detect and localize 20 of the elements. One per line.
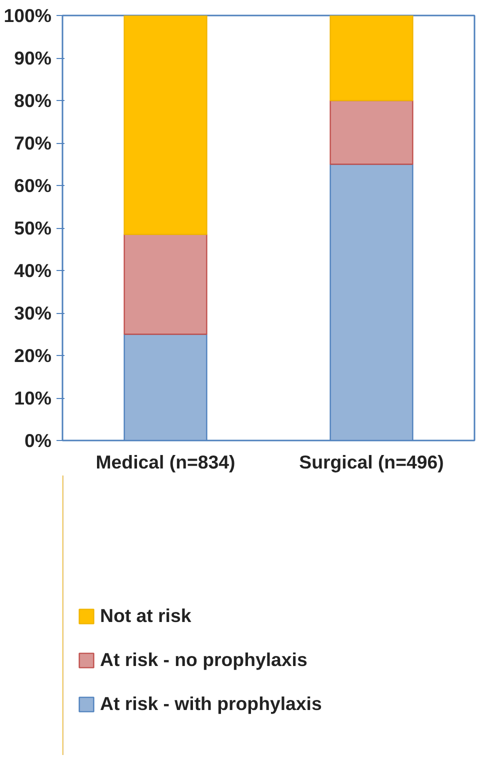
- legend-label: At risk - with prophylaxis: [100, 693, 322, 715]
- y-tick-label: 40%: [14, 260, 52, 281]
- y-tick-label: 20%: [14, 345, 52, 366]
- y-tick-label: 100%: [4, 5, 52, 26]
- bar: [330, 100, 414, 165]
- bar: [124, 16, 208, 235]
- y-tick-label: 10%: [14, 388, 52, 408]
- x-tick-label: Surgical (n=496): [299, 452, 444, 472]
- legend-label: At risk - no prophylaxis: [100, 649, 308, 671]
- y-tick-label: 30%: [14, 302, 52, 324]
- legend-label: Not at risk: [100, 605, 192, 627]
- x-tick-label: Medical (n=834): [96, 452, 236, 472]
- y-tick-label: 50%: [14, 218, 52, 238]
- bar: [330, 16, 414, 102]
- y-tick-label: 80%: [14, 90, 52, 111]
- y-tick-label: 70%: [14, 132, 52, 154]
- bar: [124, 234, 208, 335]
- y-tick-label: 90%: [14, 48, 52, 68]
- y-tick-label: 60%: [14, 175, 52, 196]
- y-tick-label: 0%: [24, 430, 52, 451]
